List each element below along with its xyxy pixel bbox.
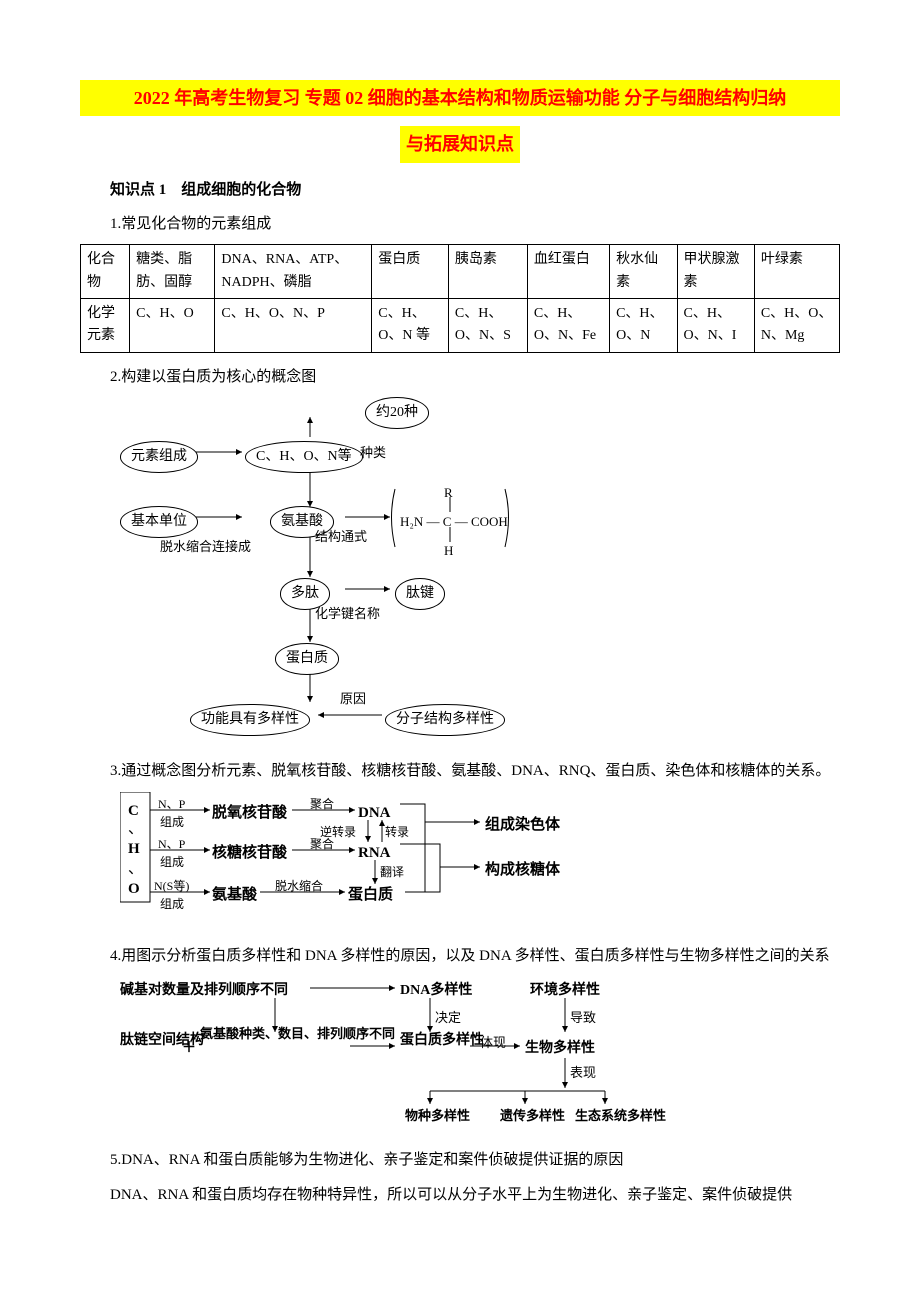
- node-peptidebond: 肽键: [395, 578, 445, 609]
- label-link: 脱水缩合连接成: [160, 535, 251, 558]
- node-element: 元素组成: [120, 441, 198, 472]
- paragraph-1: 1.常见化合物的元素组成: [80, 210, 840, 239]
- table-cell: 胰岛素: [448, 245, 527, 299]
- table-cell: 甲状腺激素: [677, 245, 754, 299]
- node-funcdiv: 功能具有多样性: [190, 704, 310, 735]
- lbl-bio: 生物多样性: [525, 1036, 595, 1061]
- paragraph-3: 3.通过概念图分析元素、脱氧核苷酸、核糖核苷酸、氨基酸、DNA、RNQ、蛋白质、…: [80, 757, 840, 786]
- lbl-env: 环境多样性: [530, 978, 600, 1003]
- node-baseunit: 基本单位: [120, 506, 198, 537]
- lbl-poly1: 聚合: [310, 794, 334, 816]
- table-cell: DNA、RNA、ATP、NADPH、磷脂: [215, 245, 372, 299]
- main-title: 2022 年高考生物复习 专题 02 细胞的基本结构和物质运输功能 分子与细胞结…: [80, 80, 840, 116]
- paragraph-2: 2.构建以蛋白质为核心的概念图: [80, 363, 840, 392]
- protein-concept-diagram: 约20种 元素组成 C、H、O、N等 种类 基本单位 氨基酸 结构通式 脱水缩合…: [120, 397, 560, 747]
- compound-element-table: 化合物 糖类、脂肪、固醇 DNA、RNA、ATP、NADPH、磷脂 蛋白质 胰岛…: [80, 244, 840, 353]
- lbl-expr: 表现: [570, 1061, 596, 1084]
- node-moldiv: 分子结构多样性: [385, 704, 505, 735]
- sub-title: 与拓展知识点: [400, 126, 520, 162]
- dot1: 、: [128, 816, 143, 843]
- node-protein: 蛋白质: [275, 643, 339, 674]
- table-cell: 化学元素: [81, 299, 130, 353]
- table-cell: C、H、O、N、P: [215, 299, 372, 353]
- lbl-gen: 遗传多样性: [500, 1104, 560, 1127]
- lbl-deoxy: 脱氧核苷酸: [212, 800, 287, 827]
- lbl-ribos: 构成核糖体: [485, 857, 560, 884]
- lbl-chrom: 组成染色体: [485, 812, 560, 839]
- table-cell: 秋水仙素: [610, 245, 677, 299]
- element-relation-diagram: C H O 、 、 N、P 组成 脱氧核苷酸 聚合 DNA 逆转录 转录 N、P…: [120, 792, 620, 932]
- label-formula: 结构通式: [315, 525, 367, 548]
- lbl-lead: 导致: [570, 1006, 596, 1029]
- label-cause: 原因: [340, 687, 366, 710]
- lbl-dnad: DNA多样性: [400, 978, 472, 1003]
- formula-line: H₂N — C — COOH: [400, 510, 508, 533]
- table-cell: C、H、O、N、S: [448, 299, 527, 353]
- diversity-diagram: 碱基对数量及排列顺序不同 DNA多样性 环境多样性 决定 导致 肽链空间结构 ＋…: [120, 976, 680, 1136]
- table-cell: C、H、O、N、Mg: [754, 299, 839, 353]
- label-bondname: 化学键名称: [315, 602, 380, 625]
- sub-title-wrap: 与拓展知识点: [80, 126, 840, 176]
- paragraph-4: 4.用图示分析蛋白质多样性和 DNA 多样性的原因，以及 DNA 多样性、蛋白质…: [80, 942, 840, 971]
- lbl-decide: 决定: [435, 1006, 461, 1029]
- table-cell: C、H、O、N 等: [372, 299, 449, 353]
- lbl-prot: 蛋白质: [348, 882, 393, 909]
- table-cell: 蛋白质: [372, 245, 449, 299]
- table-cell: C、H、O、N: [610, 299, 677, 353]
- formula-h: H: [444, 539, 453, 562]
- lbl-aa: 氨基酸种类、数目、排列顺序不同: [200, 1022, 350, 1045]
- node-about20: 约20种: [365, 397, 429, 428]
- table-row: 化合物 糖类、脂肪、固醇 DNA、RNA、ATP、NADPH、磷脂 蛋白质 胰岛…: [81, 245, 840, 299]
- lbl-pep: 肽链空间结构: [120, 1028, 180, 1053]
- table-cell: C、H、O、N、I: [677, 299, 754, 353]
- lbl-zc2: 组成: [160, 852, 184, 874]
- lbl-ribo: 核糖核苷酸: [212, 840, 287, 867]
- lbl-eco: 生态系统多样性: [575, 1104, 655, 1127]
- dot2: 、: [128, 856, 143, 883]
- lbl-poly2: 聚合: [310, 834, 334, 856]
- table-cell: C、H、O、N、Fe: [527, 299, 609, 353]
- lbl-zc1: 组成: [160, 812, 184, 834]
- table-cell: 血红蛋白: [527, 245, 609, 299]
- lbl-species: 物种多样性: [405, 1104, 465, 1127]
- lbl-zc3: 组成: [160, 894, 184, 916]
- lbl-translate: 翻译: [380, 862, 404, 884]
- lbl-show: 体现: [480, 1031, 506, 1054]
- table-cell: C、H、O: [130, 299, 215, 353]
- document-page: 2022 年高考生物复习 专题 02 细胞的基本结构和物质运输功能 分子与细胞结…: [0, 0, 920, 1255]
- table-cell: 叶绿素: [754, 245, 839, 299]
- table-row: 化学元素 C、H、O C、H、O、N、P C、H、O、N 等 C、H、O、N、S…: [81, 299, 840, 353]
- lbl-aa: 氨基酸: [212, 882, 257, 909]
- lbl-base: 碱基对数量及排列顺序不同: [120, 978, 288, 1003]
- lbl-plus: ＋: [182, 1036, 196, 1061]
- lbl-protd: 蛋白质多样性: [400, 1028, 460, 1053]
- table-cell: 化合物: [81, 245, 130, 299]
- node-chon: C、H、O、N等: [245, 441, 363, 472]
- formula-r: R: [444, 481, 453, 504]
- paragraph-6: DNA、RNA 和蛋白质均存在物种特异性，所以可以从分子水平上为生物进化、亲子鉴…: [80, 1181, 840, 1210]
- label-type: 种类: [360, 441, 386, 464]
- paragraph-5: 5.DNA、RNA 和蛋白质能够为生物进化、亲子鉴定和案件侦破提供证据的原因: [80, 1146, 840, 1175]
- table-cell: 糖类、脂肪、固醇: [130, 245, 215, 299]
- knowledge-point-1-heading: 知识点 1 组成细胞的化合物: [80, 177, 840, 204]
- lbl-dehy: 脱水缩合: [275, 876, 323, 898]
